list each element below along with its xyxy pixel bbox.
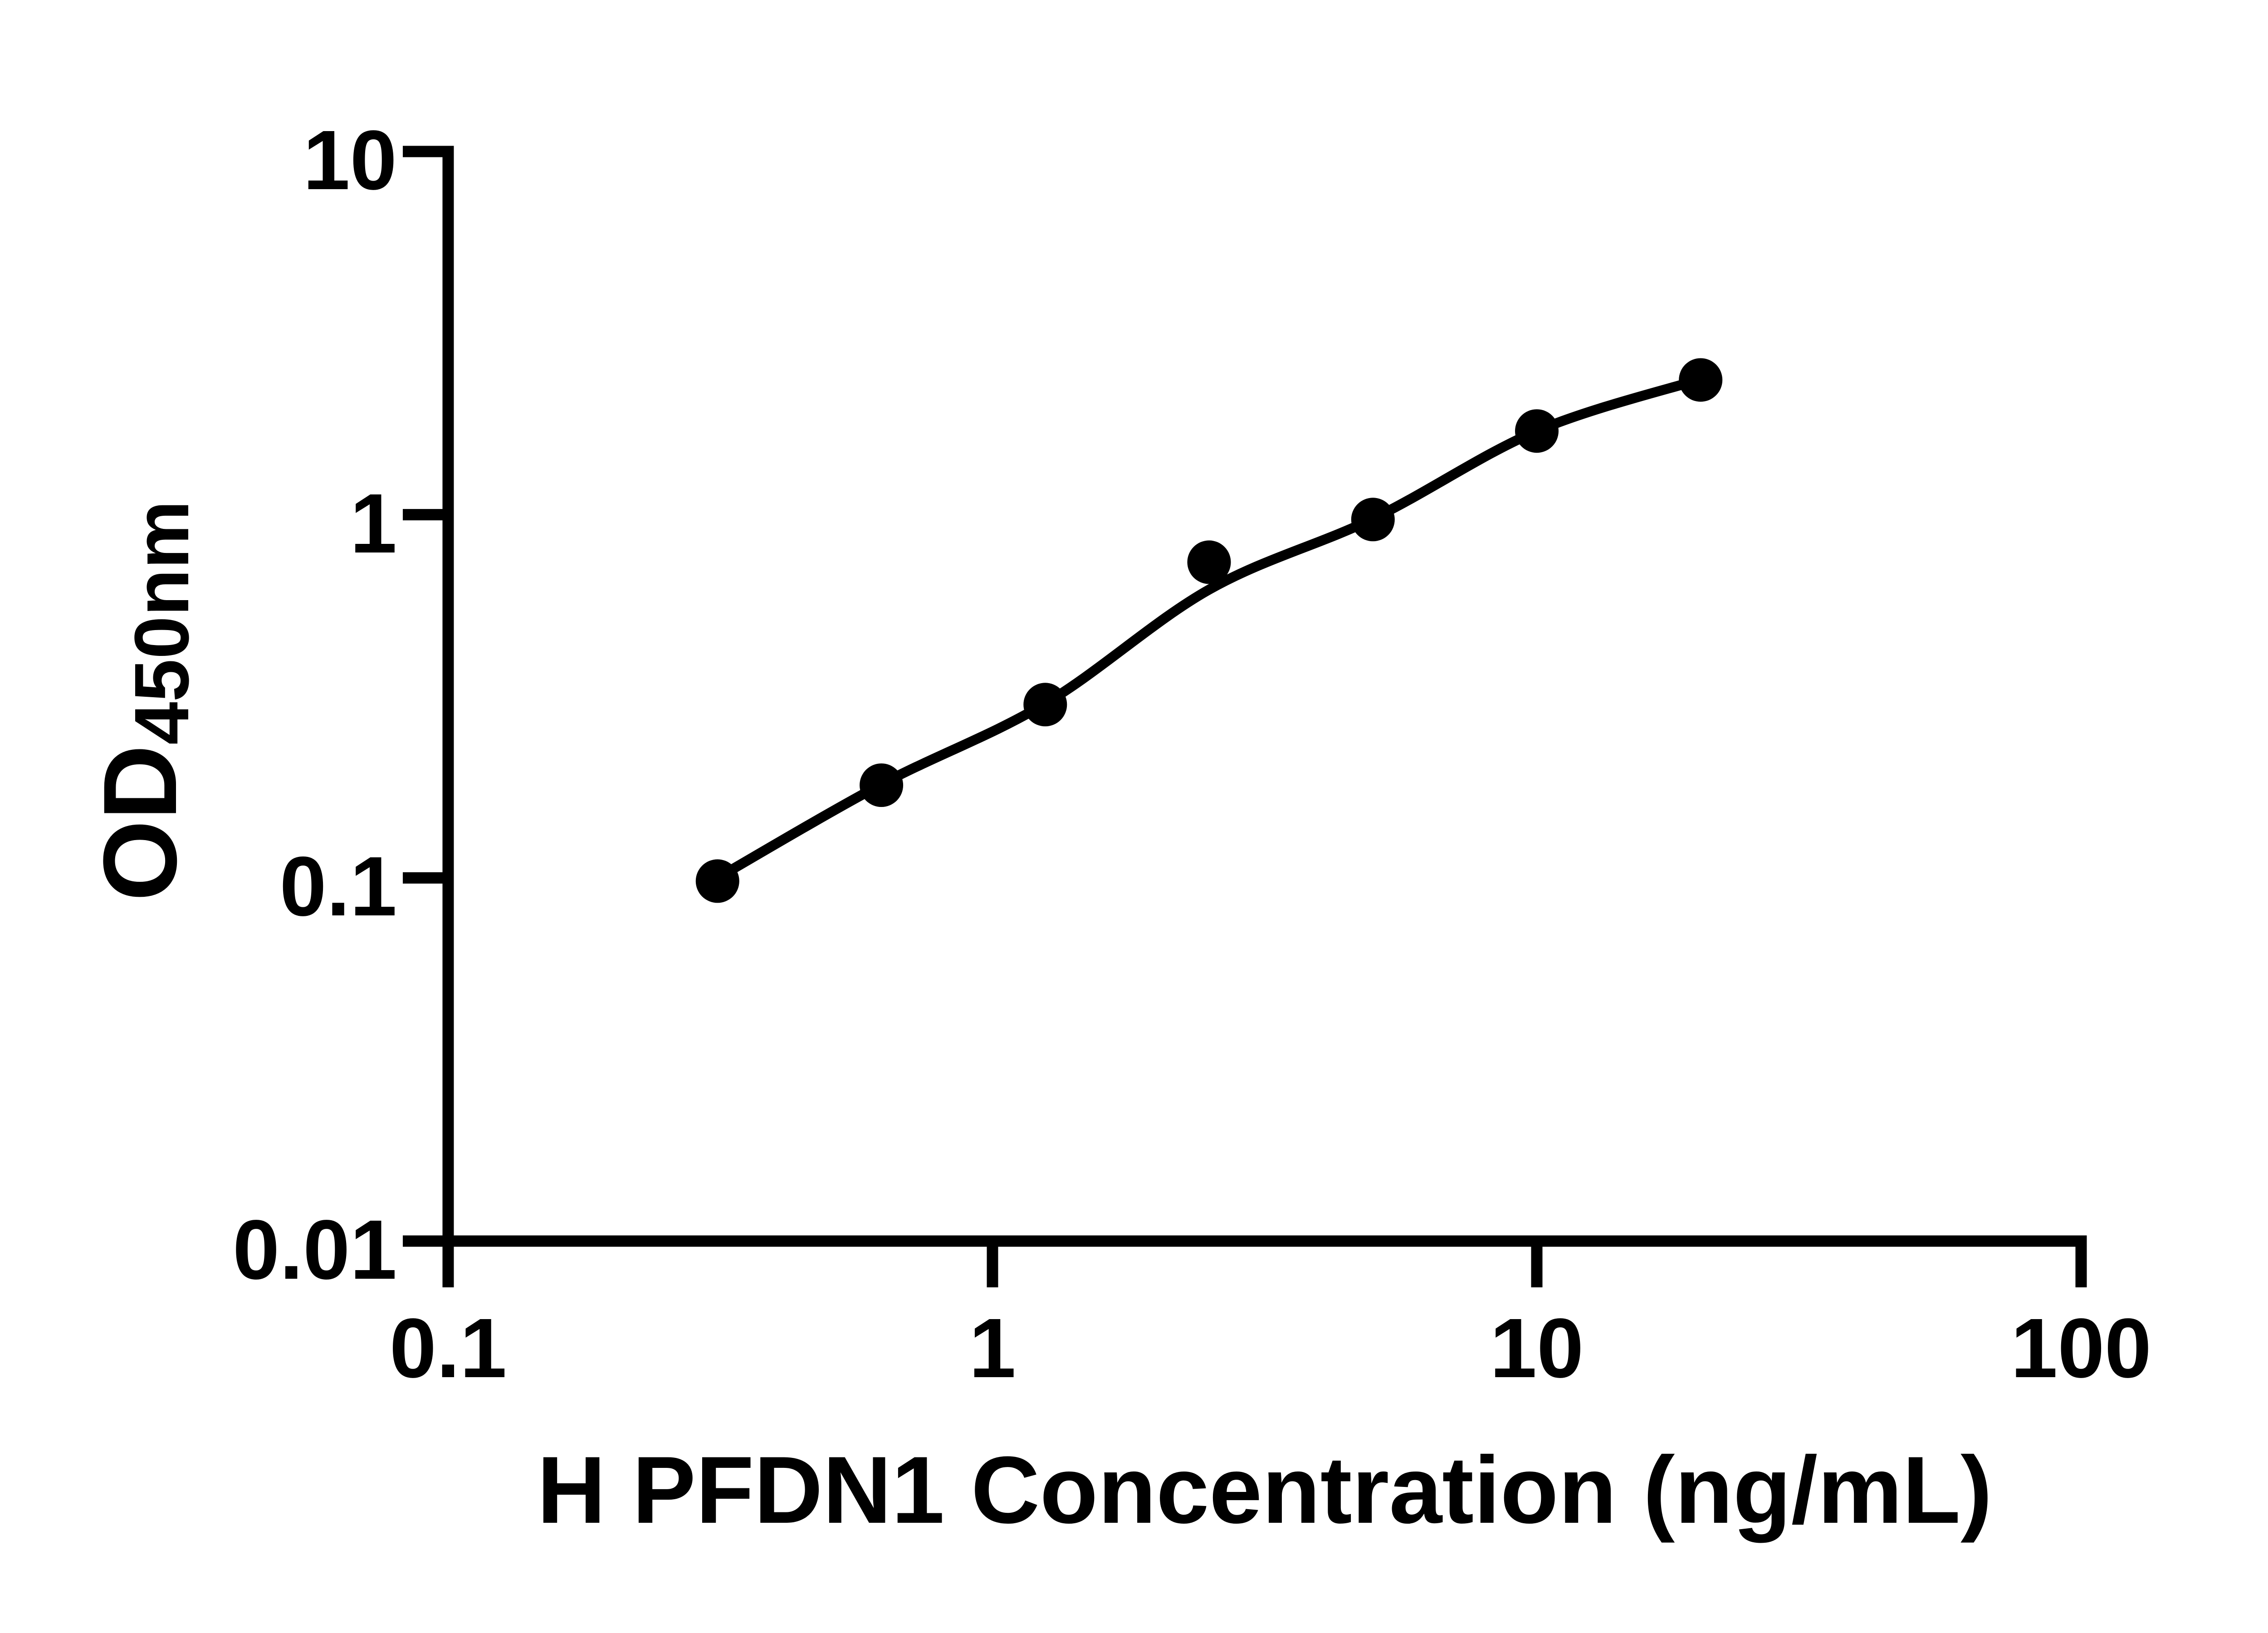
- x-axis-title: H PFDN1 Concentration (ng/mL): [537, 1437, 1993, 1543]
- y-tick-label: 1: [350, 476, 397, 571]
- x-tick-label: 1: [969, 1301, 1016, 1395]
- data-point-markers: [695, 358, 1723, 903]
- y-axis-title-main: OD: [82, 744, 198, 901]
- data-point-marker: [1187, 540, 1231, 584]
- data-point-marker: [1351, 498, 1395, 542]
- axes: [403, 146, 2087, 1287]
- x-tick-label: 100: [2010, 1301, 2152, 1395]
- data-point-marker: [860, 763, 904, 807]
- y-axis-title-subscript: 450nm: [119, 500, 205, 745]
- y-tick-label: 0.01: [232, 1203, 397, 1297]
- data-point-marker: [1679, 358, 1723, 402]
- y-axis-title: OD450nm: [82, 500, 205, 901]
- x-tick-label: 10: [1490, 1301, 1584, 1395]
- x-tick-label: 0.1: [389, 1301, 507, 1395]
- data-point-marker: [1023, 683, 1067, 727]
- fit-curve: [712, 374, 1706, 883]
- y-tick-label: 0.1: [279, 840, 397, 934]
- data-point-marker: [695, 859, 739, 903]
- data-point-marker: [1515, 409, 1559, 453]
- y-tick-label: 10: [303, 113, 397, 207]
